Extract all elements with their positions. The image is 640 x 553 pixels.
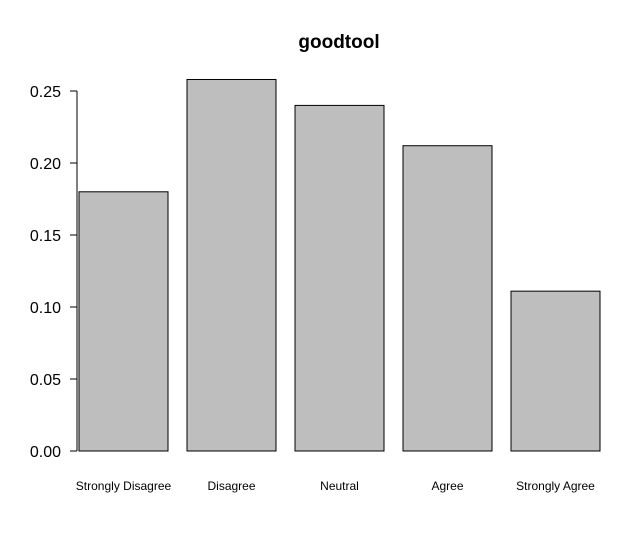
category-labels: Strongly Disagree Disagree Neutral Agree Str… xyxy=(76,479,595,493)
category-label: Agree xyxy=(431,479,463,493)
bars xyxy=(78,78,601,452)
chart-title: goodtool xyxy=(298,32,379,53)
bar xyxy=(510,290,601,452)
bar xyxy=(294,104,385,452)
y-tick-label: 0.15 xyxy=(30,228,61,245)
bar xyxy=(402,145,493,452)
y-tick-label: 0.00 xyxy=(30,444,61,461)
category-label: Strongly Agree xyxy=(516,479,595,493)
category-label: Disagree xyxy=(207,479,255,493)
y-axis: 0.00 0.05 0.10 0.15 0.20 0.25 xyxy=(30,84,78,461)
y-tick-label: 0.20 xyxy=(30,156,61,173)
y-tick-label: 0.25 xyxy=(30,84,61,101)
bar xyxy=(186,78,277,452)
category-label: Strongly Disagree xyxy=(76,479,172,493)
y-tick-label: 0.05 xyxy=(30,372,61,389)
category-label: Neutral xyxy=(320,479,359,493)
bar xyxy=(78,191,169,452)
y-tick-label: 0.10 xyxy=(30,300,61,317)
